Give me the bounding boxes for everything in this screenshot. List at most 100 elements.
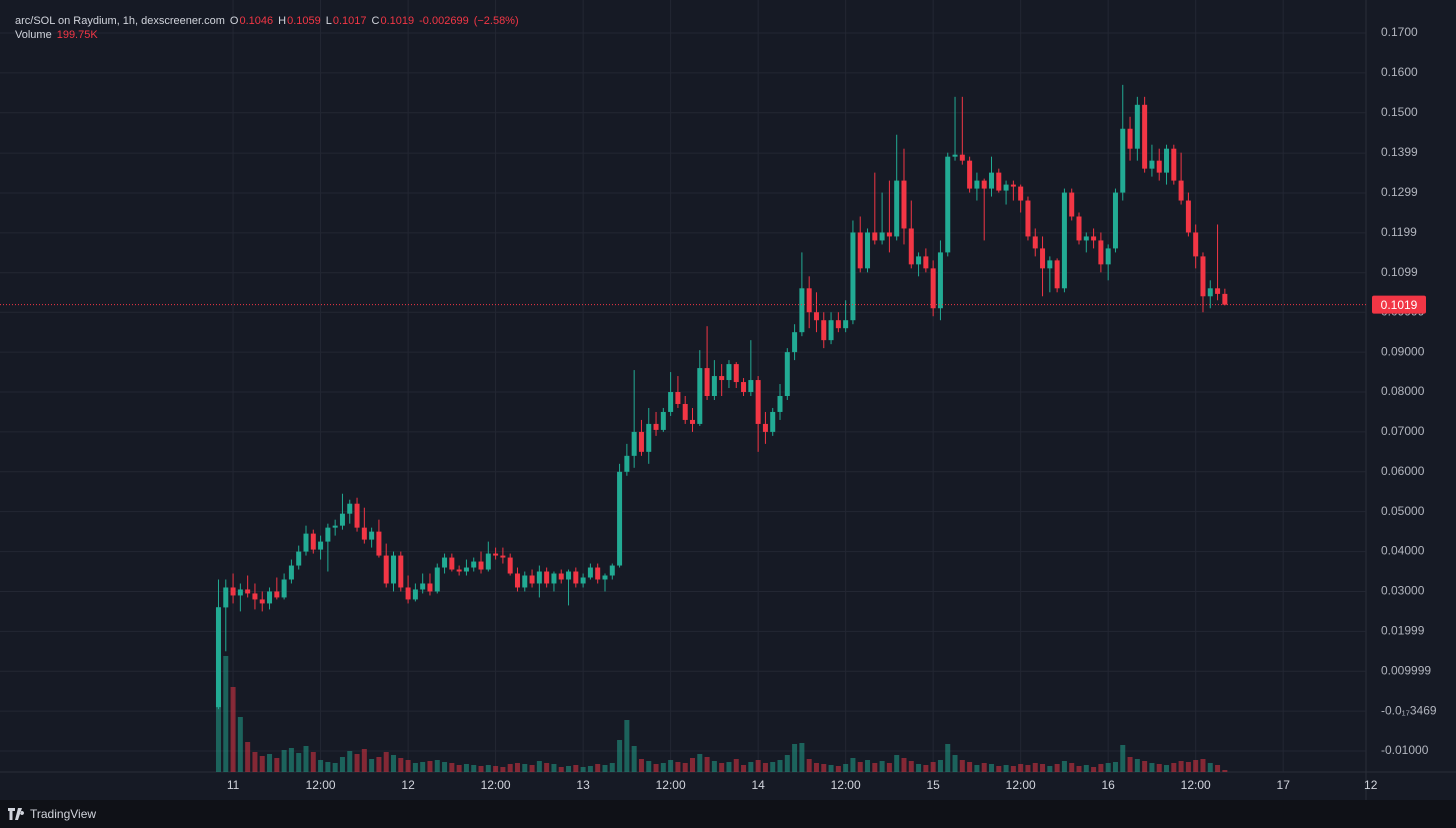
- volume-bar: [638, 759, 644, 772]
- x-tick-label: 12:00: [656, 778, 686, 792]
- volume-bar: [1091, 767, 1097, 772]
- volume-bar: [259, 756, 265, 772]
- candle-body: [493, 553, 499, 556]
- candle-body: [383, 555, 389, 584]
- volume-bar: [733, 759, 739, 772]
- change-percent: (−2.58%): [473, 15, 519, 27]
- candle-body: [259, 599, 265, 604]
- candle-body: [1061, 192, 1067, 289]
- candle-body: [894, 180, 900, 237]
- volume-bar: [288, 748, 294, 772]
- candle-body: [638, 431, 644, 452]
- candle-body: [1018, 186, 1024, 201]
- candle-body: [850, 232, 856, 321]
- volume-bar: [376, 757, 382, 772]
- candle-body: [303, 533, 309, 552]
- volume-bar: [551, 764, 557, 772]
- candle-body: [544, 571, 550, 584]
- candle-body: [1134, 104, 1140, 149]
- candle-body: [675, 392, 681, 404]
- volume-bar: [697, 754, 703, 772]
- volume-bar: [230, 687, 236, 772]
- volume-bar: [1105, 763, 1111, 772]
- candle-body: [660, 411, 666, 430]
- axis-layer: 0.1700 0.1600 0.1500 0.1399 0.1299 0.1199 0.10…: [0, 25, 1437, 792]
- candle-body: [1193, 232, 1199, 257]
- candle-body: [1185, 200, 1191, 233]
- candle-body: [1215, 288, 1221, 294]
- candle-body: [901, 180, 907, 229]
- change-value: -0.002699: [419, 15, 469, 27]
- volume-bar: [1178, 761, 1184, 772]
- volume-bar: [1061, 761, 1067, 772]
- volume-bar: [332, 763, 338, 772]
- candle-body: [558, 573, 564, 580]
- candle-body: [522, 575, 528, 588]
- volume-bar: [930, 762, 936, 772]
- candle-body: [595, 567, 601, 580]
- volume-bar: [719, 763, 725, 772]
- volume-bar: [1171, 763, 1177, 772]
- volume-bar: [1134, 759, 1140, 772]
- volume-bar: [398, 758, 404, 772]
- volume-bar: [850, 758, 856, 772]
- volume-bar: [682, 763, 688, 772]
- candle-body: [296, 551, 302, 566]
- candle-body: [245, 589, 251, 594]
- candle-body: [741, 382, 747, 393]
- volume-bar: [383, 752, 389, 772]
- candle-body: [609, 565, 615, 576]
- volume-bar: [1127, 757, 1133, 772]
- candle-body: [529, 575, 535, 584]
- candle-body: [996, 172, 1002, 191]
- volume-bar: [799, 743, 805, 772]
- price-tag-label: 0.1019: [1381, 298, 1418, 312]
- volume-bar: [675, 762, 681, 772]
- candle-body: [463, 567, 469, 572]
- x-tick-label: 16: [1101, 778, 1115, 792]
- candle-body: [1200, 256, 1206, 297]
- candle-body: [770, 411, 776, 432]
- volume-bar: [835, 766, 841, 772]
- volume-bar: [1222, 770, 1228, 772]
- volume-bar: [420, 762, 426, 772]
- candle-body: [974, 180, 980, 189]
- volume-bar: [1018, 764, 1024, 772]
- candle-body: [361, 527, 367, 540]
- candle-body: [507, 557, 513, 574]
- volume-bar: [908, 761, 914, 772]
- volume-bar: [1003, 765, 1009, 772]
- volume-bar: [726, 762, 732, 772]
- price-tag: [1372, 295, 1426, 314]
- candle-body: [500, 555, 506, 558]
- candle-body: [354, 503, 360, 528]
- volume-bar: [777, 760, 783, 772]
- x-tick-label: 17: [1277, 778, 1291, 792]
- candle-body: [1010, 184, 1016, 187]
- volume-bar: [1098, 764, 1104, 772]
- volume-bar: [653, 764, 659, 772]
- x-tick-label: 12: [401, 778, 415, 792]
- volume-bar: [1076, 766, 1082, 772]
- volume-bar: [514, 763, 520, 772]
- volume-bar: [1025, 765, 1031, 772]
- x-tick-label: 12:00: [831, 778, 861, 792]
- candle-body: [704, 368, 710, 397]
- candle-body: [835, 320, 841, 329]
- candle-body: [1120, 128, 1126, 193]
- candle-body: [420, 583, 426, 590]
- candle-body: [1156, 160, 1162, 173]
- y-tick-label: 0.05000: [1381, 504, 1425, 518]
- volume-bar: [339, 757, 345, 772]
- volume-bar: [354, 754, 360, 772]
- x-tick-label: 12: [1364, 778, 1378, 792]
- grid: [0, 0, 1366, 772]
- candle-body: [930, 268, 936, 309]
- volume-bar: [267, 754, 273, 772]
- candle-body: [733, 364, 739, 383]
- volume-bar: [245, 742, 251, 772]
- candle-body: [456, 569, 462, 572]
- candle-body: [580, 577, 586, 584]
- volume-bar: [617, 740, 623, 772]
- candle-body: [784, 352, 790, 397]
